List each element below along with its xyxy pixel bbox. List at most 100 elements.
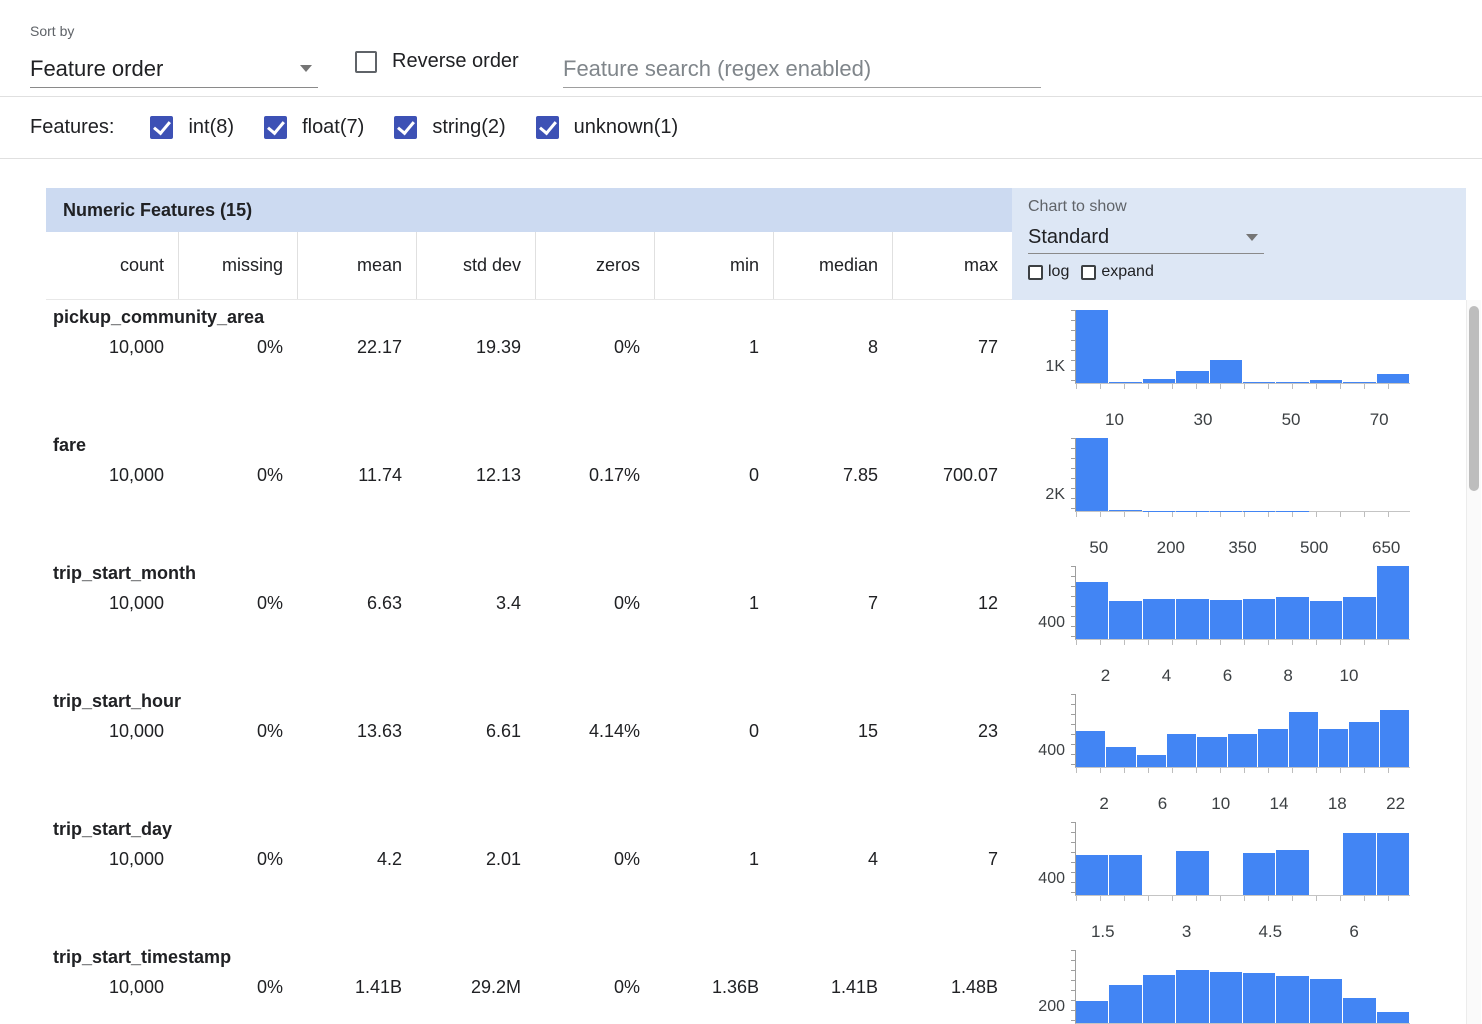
histogram-bar — [1343, 998, 1376, 1023]
histogram-bar — [1227, 734, 1258, 767]
histogram-bar — [1076, 438, 1109, 511]
log-checkbox[interactable]: log — [1028, 263, 1069, 281]
feature-histogram[interactable]: 1K 10 30 50 70 — [1020, 310, 1466, 429]
x-tick-label: 30 — [1193, 410, 1213, 429]
histogram-bar — [1109, 381, 1142, 383]
histogram-bar — [1309, 601, 1343, 639]
histogram-bar — [1343, 382, 1376, 383]
feature-stats: 10,000 0% 4.2 2.01 0% 1 4 7 — [46, 849, 1012, 870]
feature-row: trip_start_day 10,000 0% 4.2 2.01 0% 1 4 7 400 … — [46, 812, 1466, 942]
log-label: log — [1048, 263, 1070, 280]
histogram-bar — [1276, 849, 1309, 895]
stat-value: 1.48B — [950, 977, 998, 997]
feature-search-input[interactable]: Feature search (regex enabled) — [563, 50, 1041, 88]
feature-name: fare — [53, 435, 87, 455]
checkbox-icon — [264, 116, 288, 139]
stat-value: 4.14% — [588, 721, 640, 741]
stat-value: 0% — [613, 977, 640, 997]
x-tick-label: 8 — [1283, 666, 1293, 685]
numeric-features-table: Numeric Features (15) count missing mean st… — [46, 188, 1466, 1024]
histogram-chart — [1071, 566, 1410, 645]
scrollbar-thumb[interactable] — [1469, 306, 1479, 491]
sort-by-dropdown[interactable]: Feature order — [30, 50, 318, 88]
sort-by-label: Sort by — [30, 23, 75, 39]
feature-row: trip_start_timestamp 10,000 0% 1.41B 29.2M 0… — [46, 940, 1466, 1024]
stat-value: 1.41B — [830, 977, 878, 997]
stat-value: 3.4 — [495, 593, 521, 613]
histogram-bar — [1288, 711, 1318, 767]
histogram-bar — [1176, 851, 1209, 895]
table-title-band: Numeric Features (15) — [46, 188, 1012, 232]
reverse-order-checkbox[interactable]: Reverse order — [355, 50, 519, 73]
histogram-bar — [1176, 370, 1209, 383]
feature-histogram[interactable]: 400 1.5 3 4.5 6 — [1020, 822, 1466, 942]
filter-option-float[interactable]: float(7) — [264, 116, 364, 139]
histogram-bar — [1142, 598, 1176, 639]
feature-histogram[interactable]: 200 — [1020, 950, 1466, 1024]
hist-y-axis-label: 400 — [1038, 870, 1065, 887]
chart-type-dropdown[interactable]: Standard — [1028, 222, 1264, 254]
column-header-count: count — [46, 232, 178, 299]
feature-stats: 10,000 0% 11.74 12.13 0.17% 0 7.85 700.07 — [46, 465, 1012, 486]
stat-value: 77 — [977, 337, 998, 357]
histogram-bar — [1309, 380, 1343, 383]
histogram-bar — [1243, 381, 1276, 383]
filter-option-string[interactable]: string(2) — [394, 116, 506, 139]
filter-option-int[interactable]: int(8) — [150, 116, 234, 139]
histogram-chart — [1071, 438, 1410, 517]
filter-option-unknown[interactable]: unknown(1) — [535, 116, 678, 139]
histogram-chart — [1071, 822, 1410, 901]
column-header-median: median — [773, 232, 892, 299]
feature-row: trip_start_hour 10,000 0% 13.63 6.61 4.14% 0 1… — [46, 684, 1466, 814]
x-tick-label: 200 — [1156, 538, 1185, 557]
histogram-bar — [1142, 379, 1176, 383]
x-tick-label: 10 — [1105, 410, 1124, 429]
hist-x-axis-labels: 2 4 6 8 10 — [1075, 666, 1410, 686]
histogram-bar — [1309, 979, 1343, 1023]
stat-value: 0% — [613, 337, 640, 357]
histogram-bar — [1109, 985, 1142, 1023]
histogram-bar — [1343, 832, 1376, 895]
stat-value: 19.39 — [475, 337, 521, 357]
stat-value: 10,000 — [108, 337, 164, 357]
hist-x-axis-labels: 2 6 10 14 18 22 — [1075, 794, 1410, 814]
stat-value: 23 — [977, 721, 998, 741]
vertical-scrollbar[interactable] — [1466, 300, 1481, 1024]
stat-value: 7.85 — [842, 465, 878, 485]
histogram-bar — [1076, 582, 1109, 639]
histogram-chart — [1071, 310, 1410, 389]
histogram-bar — [1209, 359, 1243, 383]
filter-option-label: float(7) — [302, 116, 365, 138]
stat-value: 0% — [256, 977, 283, 997]
feature-stats: 10,000 0% 1.41B 29.2M 0% 1.36B 1.41B 1.48B — [46, 977, 1012, 998]
stat-value: 7 — [987, 849, 998, 869]
chevron-down-icon — [300, 65, 312, 72]
sort-by-value: Feature order — [30, 55, 164, 81]
hist-y-axis-label: 1K — [1045, 358, 1065, 375]
search-placeholder: Feature search (regex enabled) — [563, 55, 872, 81]
histogram-bar — [1376, 1012, 1410, 1023]
histogram-bar — [1379, 710, 1409, 767]
expand-checkbox[interactable]: expand — [1081, 263, 1154, 281]
feature-row: fare 10,000 0% 11.74 12.13 0.17% 0 7.85 700.07 … — [46, 428, 1466, 557]
stat-value: 0% — [613, 593, 640, 613]
features-filter-label: Features: — [30, 116, 115, 138]
feature-stats: 10,000 0% 6.63 3.4 0% 1 7 12 — [46, 593, 1012, 614]
feature-histogram[interactable]: 2K 50 200 350 500 650 — [1020, 438, 1466, 557]
hist-x-axis-labels: 1.5 3 4.5 6 — [1075, 922, 1410, 942]
column-header-missing: missing — [178, 232, 297, 299]
stat-value: 10,000 — [108, 465, 164, 485]
histogram-bar — [1109, 510, 1142, 511]
stat-value: 1.41B — [354, 977, 402, 997]
histogram-bar — [1209, 971, 1243, 1023]
histogram-bar — [1136, 754, 1167, 767]
feature-histogram[interactable]: 400 2 6 10 14 18 22 — [1020, 694, 1466, 814]
chart-to-show-label: Chart to show — [1028, 198, 1127, 215]
reverse-order-label: Reverse order — [392, 50, 519, 72]
features-filter-bar: Features: int(8) float(7) string(2) unknown… — [0, 97, 1482, 159]
toolbar: Sort by Feature order Reverse order Feat… — [0, 0, 1482, 97]
histogram-bar — [1243, 598, 1276, 639]
feature-name: trip_start_hour — [53, 691, 182, 711]
feature-histogram[interactable]: 400 2 4 6 8 10 — [1020, 566, 1466, 686]
histogram-bar — [1106, 746, 1136, 767]
